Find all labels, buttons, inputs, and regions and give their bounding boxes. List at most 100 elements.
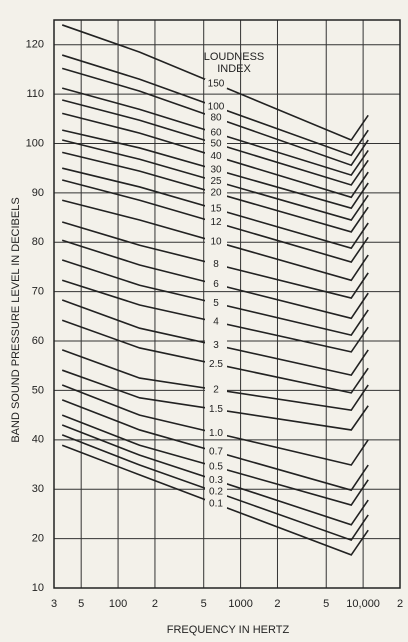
legend-label: 40	[210, 151, 222, 162]
label-gap	[205, 164, 227, 175]
contour-line	[61, 299, 369, 377]
legend-label: 80	[210, 112, 222, 123]
contour-line	[61, 444, 369, 556]
label-gap	[205, 340, 227, 351]
y-tick-label: 100	[26, 137, 44, 149]
x-tick-label: 5	[78, 598, 84, 610]
label-gap	[205, 112, 227, 123]
contour-line	[62, 112, 369, 199]
label-gap	[205, 138, 227, 149]
y-tick-label: 90	[32, 187, 44, 199]
contour-line	[62, 179, 369, 263]
contour-line	[61, 384, 369, 466]
label-gap	[205, 359, 227, 370]
y-tick-label: 40	[32, 434, 44, 446]
label-gap	[205, 298, 227, 309]
legend-label: 2.5	[209, 359, 223, 370]
legend-label: 8	[213, 259, 219, 270]
label-gap	[205, 128, 227, 139]
y-tick-label: 60	[32, 335, 44, 347]
contour-line	[61, 399, 369, 492]
contour-line	[62, 167, 369, 250]
x-tick-label: 2	[274, 598, 280, 610]
legend-label: 15	[210, 204, 222, 215]
label-gap	[205, 487, 227, 498]
contour-line	[62, 151, 369, 233]
legend-label: 2	[213, 384, 219, 395]
x-tick-label: 2	[152, 598, 158, 610]
legend-label: 5	[213, 298, 219, 309]
x-tick-label: 1000	[228, 598, 252, 610]
legend-label: 0.7	[209, 446, 223, 457]
contour-line	[62, 99, 369, 186]
legend-label: 3	[213, 340, 219, 351]
label-gap	[205, 446, 227, 457]
label-gap	[205, 498, 227, 509]
plot-frame	[53, 19, 401, 589]
y-tick-label: 80	[32, 236, 44, 248]
contour-line	[61, 54, 369, 157]
legend-label: 4	[213, 317, 219, 328]
legend-label: 0.2	[209, 487, 223, 498]
y-axis-label: BAND SOUND PRESSURE LEVEL IN DECIBELS	[10, 197, 22, 442]
contour-line	[61, 434, 369, 542]
label-gap	[205, 78, 227, 89]
contour-line	[62, 139, 369, 221]
legend-label: 6	[213, 279, 219, 290]
label-gap	[205, 151, 227, 162]
label-gap	[205, 428, 227, 439]
label-gap	[205, 259, 227, 270]
x-tick-label: 5	[201, 598, 207, 610]
label-gap	[205, 461, 227, 472]
label-gap	[205, 475, 227, 486]
contour-line	[61, 24, 369, 142]
label-gap	[205, 204, 227, 215]
y-tick-label: 30	[32, 483, 44, 495]
contour-line	[61, 87, 369, 177]
x-tick-label: 2	[397, 598, 403, 610]
y-tick-label: 110	[26, 88, 44, 100]
legend-label: 10	[210, 236, 222, 247]
label-gap	[205, 316, 227, 327]
legend-label: 1.5	[209, 404, 223, 415]
label-gap	[205, 384, 227, 395]
x-tick-label: 100	[109, 598, 127, 610]
contour-line	[61, 369, 369, 431]
legend-label: 0.5	[209, 461, 223, 472]
label-gap	[205, 188, 227, 199]
label-gap	[205, 404, 227, 415]
legend-label: 1.0	[209, 428, 223, 439]
legend-label: 50	[210, 138, 222, 149]
x-tick-label: 5	[323, 598, 329, 610]
label-gap	[205, 176, 227, 187]
y-tick-label: 120	[26, 39, 44, 51]
legend-label: 12	[210, 217, 222, 228]
contour-line	[61, 67, 369, 167]
legend-title: LOUDNESS	[204, 51, 265, 63]
contour-line	[61, 279, 369, 353]
legend-label: 0.1	[209, 498, 223, 509]
contour-line	[62, 129, 369, 210]
legend-label: 0.3	[209, 475, 223, 486]
y-tick-label: 10	[32, 582, 44, 594]
contour-line	[61, 424, 369, 526]
y-tick-label: 20	[32, 533, 44, 545]
y-tick-label: 50	[32, 384, 44, 396]
label-gap	[205, 236, 227, 247]
contour-line	[61, 221, 369, 299]
contour-line	[62, 199, 369, 282]
legend-label: 60	[210, 128, 222, 139]
x-tick-label: 10,000	[346, 598, 380, 610]
x-tick-label: 3	[51, 598, 57, 610]
contour-line	[61, 239, 369, 320]
label-gap	[205, 101, 227, 112]
contour-line	[61, 259, 369, 337]
y-tick-label: 70	[32, 286, 44, 298]
contour-line	[61, 349, 369, 412]
label-gap	[205, 217, 227, 228]
legend-label: 30	[210, 164, 222, 175]
x-axis-label: FREQUENCY IN HERTZ	[167, 624, 290, 636]
legend-label: 100	[208, 101, 225, 112]
contour-line	[61, 414, 369, 506]
